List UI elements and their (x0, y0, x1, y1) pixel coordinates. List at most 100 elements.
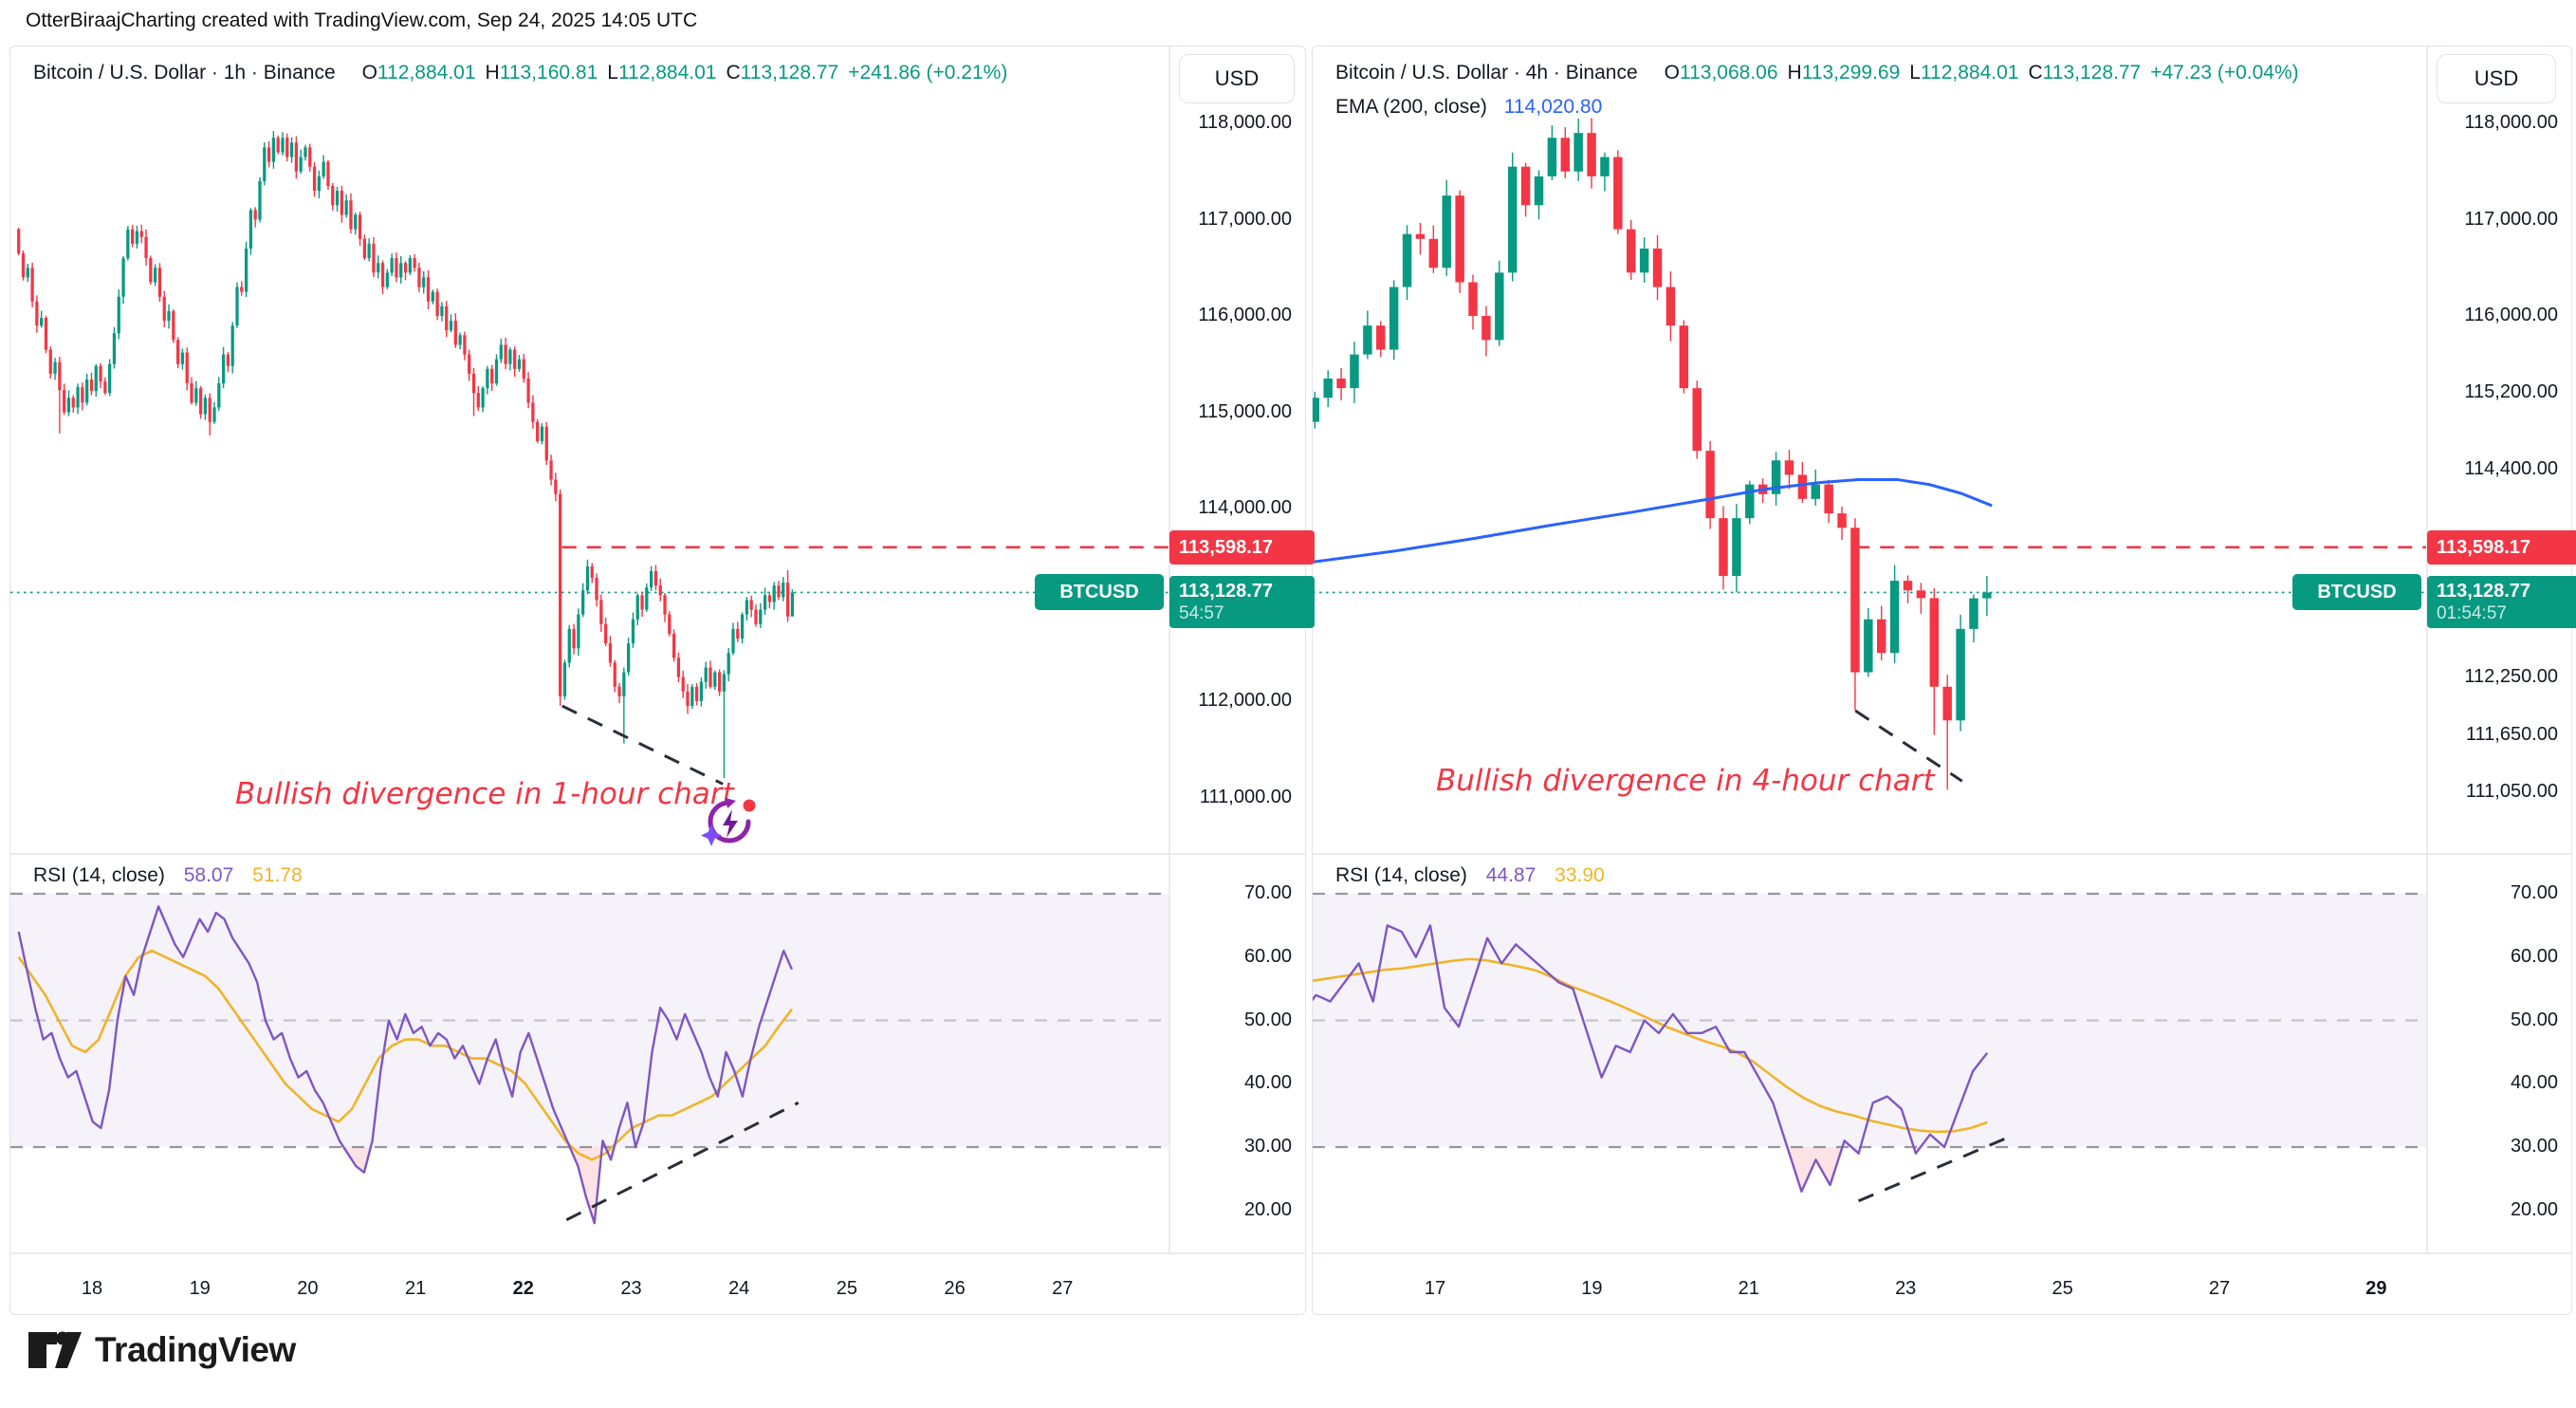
rsi-axis-label: 40.00 (1243, 1072, 1292, 1094)
rsi-value: 44.87 (1485, 864, 1536, 886)
current-price-tag: 113,128.77 01:54:57 (2427, 576, 2576, 629)
ohlc-l-label: L (607, 62, 618, 83)
ohlc-o-label: O (361, 62, 377, 83)
rsi-ma-line[interactable] (17, 949, 793, 1161)
price-axis-label: 117,000.00 (1198, 208, 1292, 230)
currency-toggle-button[interactable]: USD (1179, 54, 1295, 103)
price-axis-label: 117,000.00 (2464, 208, 2558, 230)
rsi-header-1h: RSI (14, close) 58.07 51.78 (33, 864, 303, 887)
price-axis[interactable]: 118,000.00 117,000.00 116,000.00 115,000.00… (1169, 46, 1305, 1253)
ohlc-l-value: 112,884.01 (1920, 62, 2019, 83)
rsi-axis-label: 60.00 (1243, 945, 1292, 967)
ohlc-h-label: H (485, 62, 500, 83)
symbol-title[interactable]: Bitcoin / U.S. Dollar · 1h · Binance (33, 62, 336, 83)
current-price-tag: 113,128.77 54:57 (1169, 576, 1315, 629)
tradingview-logo[interactable]: TradingView (28, 1326, 296, 1374)
chart-header-1h: Bitcoin / U.S. Dollar · 1h · Binance O112… (33, 62, 1007, 84)
chart-plot-4h[interactable] (1313, 46, 2571, 1314)
time-axis-label: 25 (836, 1278, 858, 1299)
rsi-axis-label: 70.00 (1243, 882, 1292, 903)
chart-card-1h: Bitcoin / U.S. Dollar · 1h · Binance O112… (9, 46, 1315, 1315)
time-axis-label: 23 (620, 1278, 642, 1299)
time-axis-label: 20 (297, 1278, 319, 1299)
time-axis-label: 21 (404, 1278, 427, 1299)
rsi-value: 58.07 (183, 864, 234, 886)
price-axis-label: 114,400.00 (2464, 458, 2558, 480)
time-axis-label: 19 (189, 1278, 211, 1299)
chart-plot-1h[interactable] (10, 46, 1305, 1314)
tradingview-logo-mark (28, 1331, 82, 1368)
current-price-value: 113,128.77 (1179, 581, 1273, 602)
time-axis-label: 17 (1424, 1278, 1446, 1299)
time-axis-label: 26 (944, 1278, 966, 1299)
divergence-trendline-rsi[interactable] (565, 1101, 800, 1222)
ema200-line[interactable] (1313, 478, 1993, 564)
price-axis-label: 112,250.00 (2464, 665, 2558, 687)
price-pane[interactable] (10, 131, 1168, 786)
symbol-title[interactable]: Bitcoin / U.S. Dollar · 4h · Binance (1335, 62, 1638, 83)
ohlc-h-value: 113,160.81 (499, 62, 598, 83)
time-axis-label: 27 (2208, 1278, 2231, 1299)
rsi-ma-line[interactable] (1313, 957, 1988, 1134)
rsi-axis-label: 50.00 (2510, 1009, 2558, 1030)
price-axis[interactable]: 118,000.00 117,000.00 116,000.00 115,200.00… (2427, 46, 2571, 1253)
rsi-label[interactable]: RSI (14, close) (1335, 864, 1467, 886)
price-axis-label: 118,000.00 (2464, 112, 2558, 133)
attribution-header: OtterBiraajCharting created with Trading… (26, 9, 698, 31)
chart-card-4h: Bitcoin / U.S. Dollar · 4h · Binance O 113… (1312, 46, 2576, 1315)
price-axis-label: 118,000.00 (1198, 112, 1292, 133)
time-axis[interactable]: 17 19 21 23 25 27 29 (1313, 1253, 2571, 1314)
rsi-pane[interactable] (10, 892, 1168, 1225)
rsi-axis-label: 30.00 (2510, 1136, 2558, 1157)
currency-toggle-button[interactable]: USD (2437, 54, 2556, 103)
ohlc-o-label: O (1664, 62, 1680, 83)
ema-value: 114,020.80 (1503, 96, 1603, 118)
price-level-tag: 113,598.17 (1169, 529, 1315, 565)
ema-label: EMA (200, close) (1335, 96, 1487, 118)
rsi-label[interactable]: RSI (14, close) (33, 864, 165, 886)
divergence-trendline-price[interactable] (1854, 709, 1963, 783)
rsi-axis-label: 60.00 (2510, 945, 2558, 967)
ohlc-h-label: H (1787, 62, 1802, 83)
price-pane[interactable] (1313, 118, 2426, 790)
ohlc-l-label: L (1909, 62, 1921, 83)
ohlc-o-value: 112,884.01 (377, 62, 476, 83)
divergence-annotation-4h[interactable]: Bullish divergence in 4-hour chart (1436, 764, 1935, 798)
time-axis-label: 27 (1052, 1278, 1074, 1299)
spark-reaction-icon[interactable] (700, 794, 759, 858)
tradingview-logo-text: TradingView (95, 1330, 296, 1369)
price-axis-label: 111,000.00 (1199, 786, 1292, 807)
time-axis-label: 25 (2052, 1278, 2073, 1299)
rsi-axis-label: 70.00 (2510, 882, 2558, 903)
symbol-tag: BTCUSD (2292, 574, 2421, 611)
price-axis-label: 112,000.00 (1198, 690, 1292, 711)
price-axis-label: 116,000.00 (2464, 305, 2558, 325)
time-axis-label: 18 (81, 1278, 103, 1299)
price-axis-label: 111,050.00 (2465, 781, 2558, 803)
bar-countdown: 54:57 (1179, 603, 1224, 624)
candles (17, 131, 794, 779)
chart-header-4h: Bitcoin / U.S. Dollar · 4h · Binance O 113… (1335, 62, 2299, 84)
divergence-annotation-1h[interactable]: Bullish divergence in 1-hour chart (235, 777, 734, 811)
price-axis-label: 115,000.00 (1198, 400, 1292, 422)
time-axis[interactable]: 18 19 20 21 22 23 24 25 26 27 (10, 1253, 1305, 1314)
ohlc-c-value: 113,128.77 (740, 62, 839, 83)
price-axis-label: 114,000.00 (1198, 497, 1292, 518)
current-price-value: 113,128.77 (2437, 581, 2530, 602)
time-axis-label: 22 (512, 1278, 534, 1299)
time-axis-label: 29 (2365, 1278, 2387, 1299)
ohlc-h-value: 113,299.69 (1801, 62, 1901, 83)
rsi-line[interactable] (17, 905, 794, 1225)
ema-indicator-row[interactable]: EMA (200, close) 114,020.80 (1335, 96, 1602, 119)
time-axis-label: 24 (728, 1278, 750, 1299)
bar-countdown: 01:54:57 (2437, 603, 2507, 624)
price-axis-label: 111,650.00 (2465, 723, 2558, 745)
price-axis-label: 116,000.00 (1198, 305, 1292, 325)
rsi-line[interactable] (1313, 924, 1989, 1193)
rsi-axis-label: 20.00 (1243, 1198, 1292, 1220)
rsi-axis-label: 20.00 (2510, 1198, 2558, 1220)
divergence-trendline-price[interactable] (561, 704, 724, 786)
rsi-pane[interactable] (1313, 892, 2426, 1203)
ohlc-c-label: C (726, 62, 741, 83)
